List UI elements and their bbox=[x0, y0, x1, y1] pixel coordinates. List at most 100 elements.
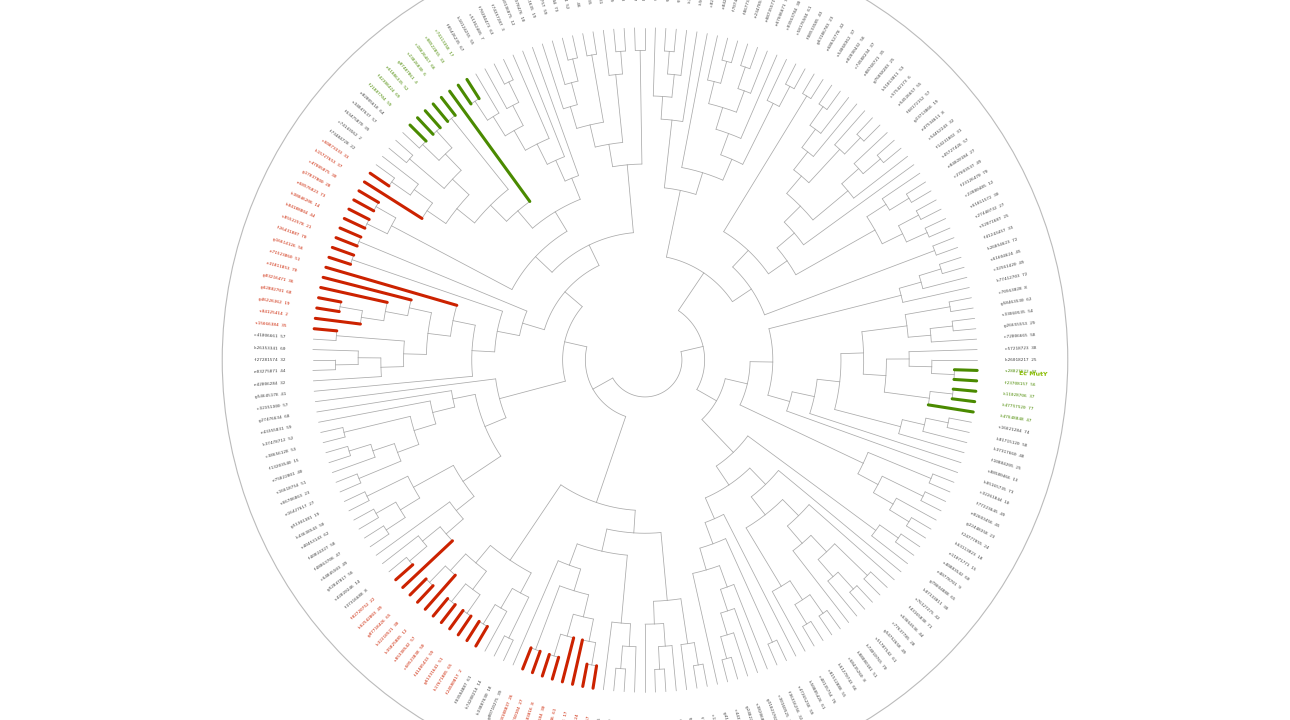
Text: c32561420 49: c32561420 49 bbox=[993, 261, 1024, 272]
Text: s61011572 30: s61011572 30 bbox=[970, 192, 1000, 209]
Text: k05165735 73: k05165735 73 bbox=[983, 480, 1014, 495]
Text: k47757520 77: k47757520 77 bbox=[1002, 403, 1033, 411]
Text: e84237384 4: e84237384 4 bbox=[721, 0, 731, 9]
Text: s33060535 54: s33060535 54 bbox=[1002, 309, 1033, 317]
Text: f43165838 71: f43165838 71 bbox=[906, 605, 931, 629]
Text: g54752658 49: g54752658 49 bbox=[881, 629, 906, 655]
Text: k72842183 17: k72842183 17 bbox=[557, 711, 569, 720]
Text: s42820246 14: s42820246 14 bbox=[334, 579, 361, 601]
Text: s54068362 37: s54068362 37 bbox=[836, 28, 857, 57]
Text: f48863706 47: f48863706 47 bbox=[313, 552, 342, 572]
Text: c58108837 26: c58108837 26 bbox=[499, 694, 515, 720]
Text: g27108716 69: g27108716 69 bbox=[606, 0, 613, 1]
Text: f41243457 33: f41243457 33 bbox=[983, 225, 1014, 240]
Text: e68576023 73: e68576023 73 bbox=[295, 181, 325, 198]
Text: e54526657 55: e54526657 55 bbox=[898, 82, 924, 107]
Text: k35825885 12: k35825885 12 bbox=[384, 629, 409, 655]
Text: g26655553 29: g26655553 29 bbox=[1004, 321, 1035, 328]
Text: e40778701 9: e40778701 9 bbox=[935, 570, 961, 590]
Text: s23826030 6: s23826030 6 bbox=[405, 52, 426, 77]
Text: k04188804 44: k04188804 44 bbox=[285, 203, 315, 219]
Text: s40883542 60: s40883542 60 bbox=[942, 561, 970, 582]
Text: g58463530 62: g58463530 62 bbox=[1000, 297, 1032, 306]
Text: g16614126 56: g16614126 56 bbox=[272, 237, 303, 251]
Text: e67606671 73: e67606671 73 bbox=[775, 0, 791, 26]
Text: c72806665 58: c72806665 58 bbox=[1004, 333, 1036, 339]
Text: e42806284 32: e42806284 32 bbox=[254, 381, 286, 387]
Text: f36316256 32: f36316256 32 bbox=[786, 690, 802, 720]
Text: k60265634 52: k60265634 52 bbox=[557, 0, 569, 9]
Text: f41405433 59: f41405433 59 bbox=[413, 650, 435, 678]
Text: g27476634 68: g27476634 68 bbox=[258, 414, 290, 423]
Text: g84233235 27: g84233235 27 bbox=[666, 0, 672, 1]
Text: k26854623 72: k26854623 72 bbox=[987, 237, 1018, 251]
Text: f21887704 59: f21887704 59 bbox=[366, 82, 392, 107]
Text: s27440732 27: s27440732 27 bbox=[975, 203, 1005, 219]
Text: k88000181 51: k88000181 51 bbox=[855, 650, 877, 678]
Text: k32210521 30: k32210521 30 bbox=[375, 621, 400, 647]
Text: s52071687 25: s52071687 25 bbox=[979, 214, 1010, 230]
Text: f27281574 32: f27281574 32 bbox=[254, 358, 285, 362]
Text: c81512888 55: c81512888 55 bbox=[827, 669, 846, 698]
Text: k63113023 18: k63113023 18 bbox=[953, 541, 983, 561]
Text: c60523838 50: c60523838 50 bbox=[404, 643, 426, 670]
Text: e88768721 35: e88768721 35 bbox=[864, 50, 886, 77]
Text: e11071771 15: e11071771 15 bbox=[948, 552, 977, 572]
Text: c82866570 62: c82866570 62 bbox=[711, 0, 720, 6]
Text: g78604888 65: g78604888 65 bbox=[929, 579, 956, 601]
Text: s01451050 35: s01451050 35 bbox=[582, 0, 591, 5]
Text: e31811853 70: e31811853 70 bbox=[266, 261, 297, 272]
Text: f04157144 73: f04157144 73 bbox=[546, 0, 557, 12]
Text: s34047637 57: s34047637 57 bbox=[350, 99, 377, 123]
Text: f26431087 70: f26431087 70 bbox=[276, 225, 307, 240]
Text: c27603537 49: c27603537 49 bbox=[953, 159, 983, 179]
Text: f25142757 59: f25142757 59 bbox=[534, 0, 547, 15]
Text: e82805618 64: e82805618 64 bbox=[359, 91, 384, 115]
Text: f58378476 10: f58378476 10 bbox=[511, 0, 525, 22]
Text: s88580466 13: s88580466 13 bbox=[987, 469, 1018, 483]
Text: c03563784 30: c03563784 30 bbox=[786, 0, 802, 30]
Text: s63664536 44: s63664536 44 bbox=[898, 613, 924, 638]
Text: e71523860 51: e71523860 51 bbox=[268, 249, 299, 261]
Text: c30160525 2: c30160525 2 bbox=[775, 694, 789, 720]
Text: c38656128 53: c38656128 53 bbox=[266, 448, 297, 459]
Text: f03584887 61: f03584887 61 bbox=[454, 675, 473, 704]
Text: k26353341 60: k26353341 60 bbox=[254, 346, 285, 351]
Text: s47265258 59: s47265258 59 bbox=[796, 685, 814, 715]
Text: c68435260 8: c68435260 8 bbox=[846, 657, 866, 683]
Text: f61410321 36: f61410321 36 bbox=[618, 719, 624, 720]
Text: s56400404 46: s56400404 46 bbox=[570, 0, 579, 6]
Text: f63475870 39: f63475870 39 bbox=[342, 109, 369, 132]
Text: e56335857 63: e56335857 63 bbox=[618, 0, 624, 1]
Text: c60873333 33: c60873333 33 bbox=[320, 138, 348, 159]
Text: f77223645 49: f77223645 49 bbox=[975, 501, 1005, 517]
Text: k26018217 25: k26018217 25 bbox=[1005, 358, 1036, 362]
Text: k45312584 30: k45312584 30 bbox=[534, 705, 547, 720]
Text: g03216471 36: g03216471 36 bbox=[262, 273, 294, 284]
Text: f23708157 56: f23708157 56 bbox=[1004, 381, 1036, 387]
Text: k50136075 12: k50136075 12 bbox=[499, 0, 515, 26]
Text: c08522855 33: c08522855 33 bbox=[423, 35, 444, 63]
Text: g02351635 19: g02351635 19 bbox=[522, 0, 535, 18]
Text: g07718426 65: g07718426 65 bbox=[366, 613, 392, 638]
Text: f13203540 15: f13203540 15 bbox=[268, 459, 299, 471]
Text: e08735571 4: e08735571 4 bbox=[765, 0, 779, 22]
Text: c57218723 38: c57218723 38 bbox=[1005, 346, 1036, 351]
Text: f14231802 31: f14231802 31 bbox=[935, 128, 962, 150]
Text: c17012685 16: c17012685 16 bbox=[711, 714, 720, 720]
Text: e03275871 44: e03275871 44 bbox=[254, 369, 285, 374]
Text: f24777055 24: f24777055 24 bbox=[960, 531, 989, 550]
Text: c74588234 37: c74588234 37 bbox=[855, 42, 877, 70]
Text: c47005075 30: c47005075 30 bbox=[307, 159, 337, 179]
Text: e43355831 59: e43355831 59 bbox=[261, 426, 292, 436]
Text: k50885426 61: k50885426 61 bbox=[806, 680, 824, 710]
Text: c44378131 5: c44378131 5 bbox=[733, 708, 743, 720]
Text: e37374646 61: e37374646 61 bbox=[546, 708, 557, 720]
Text: s76127275 42: s76127275 42 bbox=[913, 597, 940, 621]
Text: c32261844 10: c32261844 10 bbox=[979, 490, 1010, 506]
Text: f24580817 2: f24580817 2 bbox=[445, 669, 463, 696]
Text: k37317660 48: k37317660 48 bbox=[993, 448, 1024, 459]
Text: e02603456 45: e02603456 45 bbox=[970, 511, 1000, 528]
Text: g62624458 39: g62624458 39 bbox=[606, 719, 613, 720]
Text: f36803462 24: f36803462 24 bbox=[570, 714, 579, 720]
